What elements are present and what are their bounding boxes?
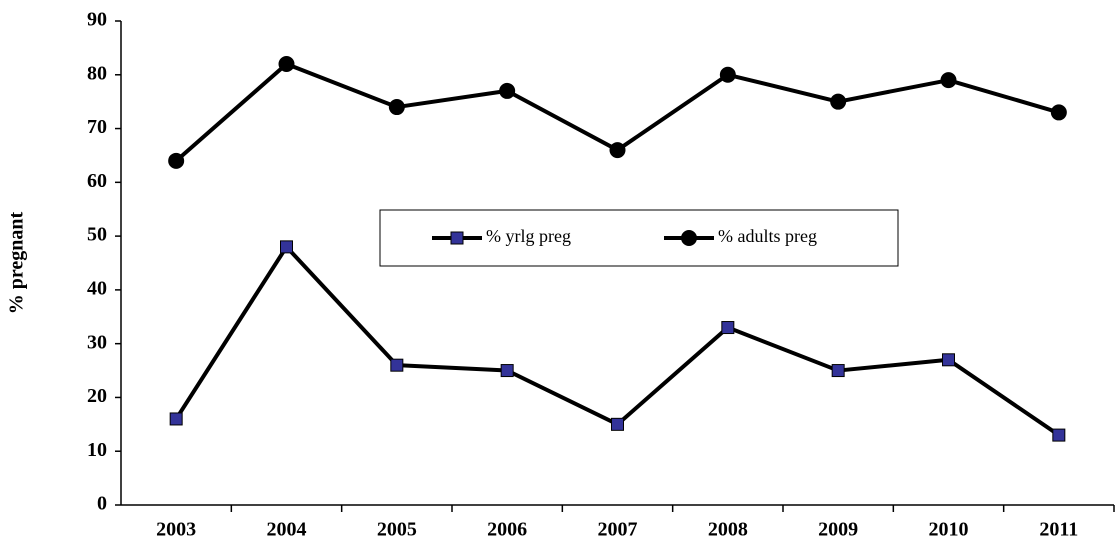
legend-marker (450, 231, 464, 245)
x-tick-label: 2003 (156, 519, 196, 541)
point (719, 66, 736, 83)
point (1052, 428, 1066, 442)
y-tick-label: 90 (87, 9, 107, 31)
x-tick-label: 2005 (377, 519, 417, 541)
legend-marker (681, 230, 697, 246)
y-tick-label: 80 (87, 62, 107, 84)
point (611, 417, 624, 431)
legend-label: % adults preg (718, 226, 817, 246)
series-line (174, 244, 1060, 437)
x-tick-label: 2004 (267, 519, 307, 541)
y-tick-label: 10 (87, 439, 107, 461)
legend-label: % yrlg preg (486, 226, 571, 246)
x-tick-label: 2008 (708, 519, 748, 541)
y-tick-label: 0 (97, 493, 107, 515)
point (1050, 104, 1067, 121)
y-tick-label: 20 (87, 385, 107, 407)
x-tick-label: 2007 (598, 519, 638, 541)
point (169, 412, 183, 426)
y-tick-label: 40 (87, 277, 107, 299)
point (499, 82, 516, 99)
point (830, 93, 847, 110)
x-tick-label: 2009 (818, 519, 858, 541)
legend: % yrlg preg % adults preg (379, 209, 899, 267)
y-tick-label: 30 (87, 331, 107, 353)
y-tick-label: 60 (87, 170, 107, 192)
point (168, 152, 185, 169)
point (940, 72, 957, 89)
x-tick-label: 2006 (487, 519, 527, 541)
x-tick-label: 2010 (929, 519, 969, 541)
y-axis-label: % pregnant (6, 211, 28, 314)
point (390, 358, 404, 372)
y-tick-label: 50 (87, 224, 107, 246)
point (831, 364, 845, 378)
y-tick-label: 70 (87, 116, 107, 138)
x-tick-label: 2011 (1039, 519, 1078, 541)
point (609, 142, 626, 159)
point (721, 321, 735, 335)
point (388, 99, 405, 116)
point (278, 56, 295, 73)
point (280, 240, 293, 254)
point (942, 353, 955, 367)
point (500, 364, 514, 378)
